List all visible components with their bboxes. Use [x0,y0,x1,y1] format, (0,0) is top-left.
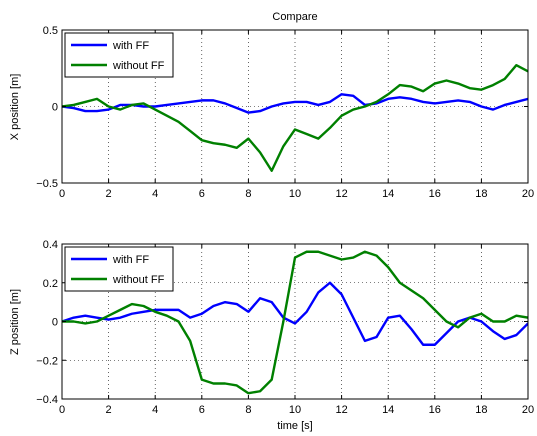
plot-title: Compare [272,11,317,23]
x-tick-label: 12 [335,404,347,416]
x-tick-label: 20 [522,188,534,200]
y-tick-label: 0 [52,102,58,114]
legend: with FF without FF [64,32,174,78]
x-axis-title: time [s] [277,420,312,432]
legend-label: with FF [112,40,149,52]
x-tick-label: 8 [245,188,251,200]
x-tick-label: 10 [289,188,301,200]
y-tick-label: −0.2 [36,355,58,367]
x-tick-label: 18 [475,188,487,200]
x-tick-label: 14 [382,404,394,416]
x-tick-label: 2 [106,188,112,200]
x-tick-label: 12 [335,188,347,200]
y-tick-label: −0.4 [36,394,58,406]
x-tick-label: 14 [382,188,394,200]
series-line [62,281,528,346]
legend-label: without FF [112,60,165,72]
x-tick-label: 0 [59,404,65,416]
legend-label: without FF [112,274,165,286]
y-tick-label: 0 [52,317,58,329]
legend-label: with FF [112,254,149,266]
x-tick-label: 20 [522,404,534,416]
y-tick-label: −0.5 [36,178,58,190]
x-tick-label: 8 [245,404,251,416]
legend-box [64,246,174,292]
y-tick-label: 0.4 [43,239,58,251]
legend: with FF without FF [64,246,174,292]
y-axis-title: X position [m] [9,74,21,141]
y-tick-label: 0.5 [43,25,58,37]
legend-box [64,32,174,78]
x-tick-label: 16 [429,188,441,200]
series-line [62,93,528,114]
x-tick-label: 10 [289,404,301,416]
x-tick-label: 6 [199,188,205,200]
y-axis-title: Z position [m] [9,289,21,355]
x-tick-label: 4 [152,188,158,200]
z-position-panel: Z position [m] time [s] 0 2 4 6 8 10 12 14 16 18 2… [9,239,534,432]
x-tick-label: 6 [199,404,205,416]
x-tick-label: 0 [59,188,65,200]
x-tick-label: 18 [475,404,487,416]
x-tick-label: 4 [152,404,158,416]
series-line [62,250,528,395]
series-line [62,63,528,172]
x-position-panel: Compare X position [m] 0 2 4 6 8 10 12 14 16 18 20… [9,11,534,200]
x-tick-label: 2 [106,404,112,416]
x-tick-label: 16 [429,404,441,416]
y-tick-label: 0.2 [43,278,58,290]
